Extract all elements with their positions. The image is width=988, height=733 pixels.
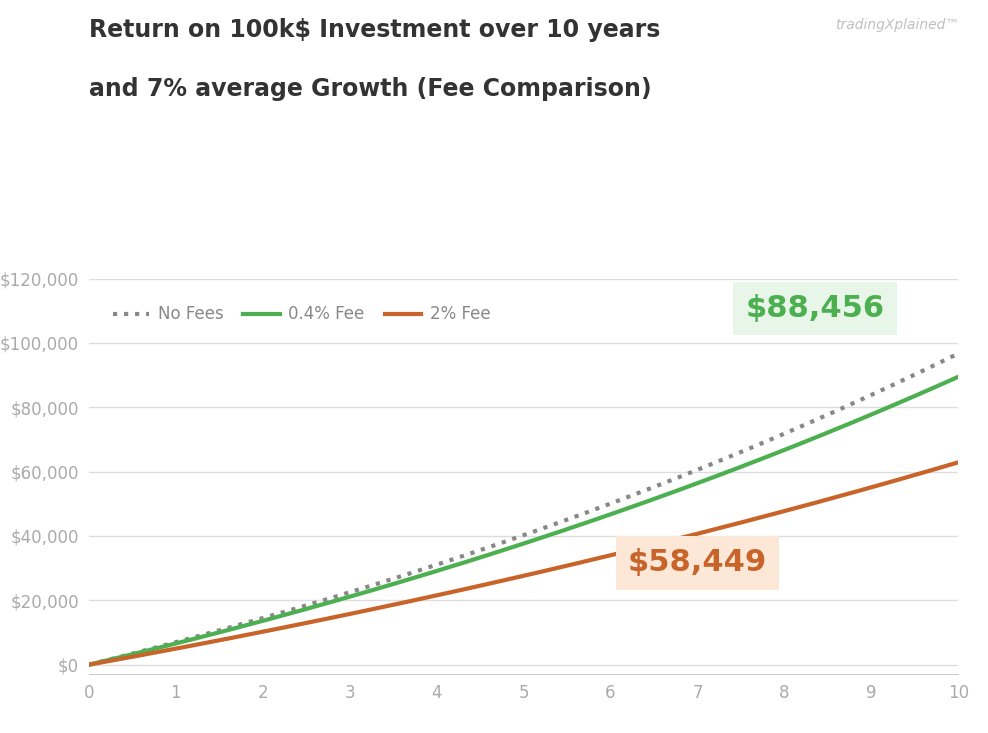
Text: Return on 100k$ Investment over 10 years: Return on 100k$ Investment over 10 years: [89, 18, 660, 43]
Text: $58,449: $58,449: [628, 548, 768, 578]
Text: and 7% average Growth (Fee Comparison): and 7% average Growth (Fee Comparison): [89, 77, 651, 101]
Text: tradingXplained™: tradingXplained™: [835, 18, 959, 32]
Legend: No Fees, 0.4% Fee, 2% Fee: No Fees, 0.4% Fee, 2% Fee: [106, 299, 497, 330]
Text: $88,456: $88,456: [745, 294, 884, 323]
